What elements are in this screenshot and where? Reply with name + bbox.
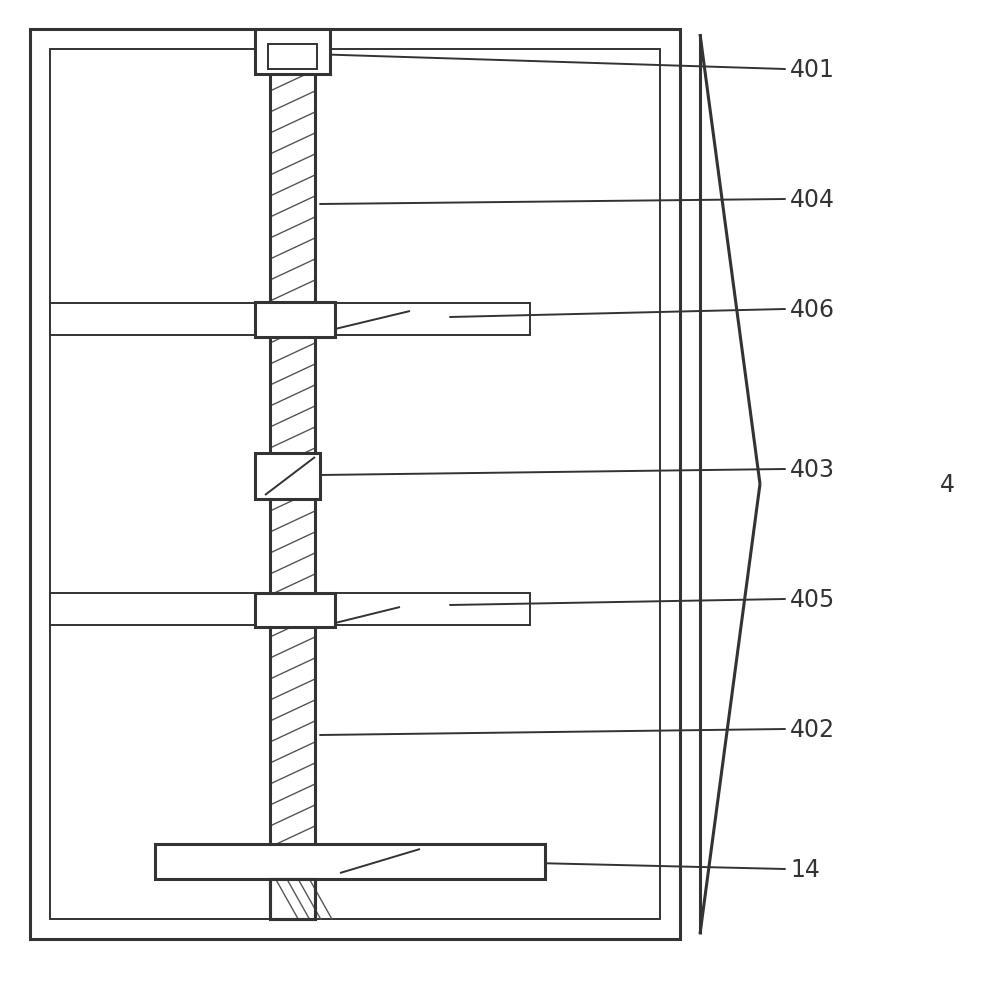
Bar xyxy=(50,304,265,335)
Bar xyxy=(270,880,315,919)
Text: 403: 403 xyxy=(790,458,835,481)
Bar xyxy=(50,594,265,625)
Bar xyxy=(50,50,660,919)
Bar xyxy=(268,45,317,70)
Text: 405: 405 xyxy=(790,588,835,611)
Bar xyxy=(270,50,315,889)
Bar xyxy=(320,304,530,335)
Bar xyxy=(270,880,315,919)
Text: 402: 402 xyxy=(790,717,835,741)
Bar xyxy=(320,594,530,625)
Bar xyxy=(255,454,320,500)
Text: 4: 4 xyxy=(940,472,955,497)
Text: 404: 404 xyxy=(790,187,835,212)
Bar xyxy=(270,50,315,889)
Bar xyxy=(255,303,335,337)
Bar xyxy=(30,30,680,939)
Text: 401: 401 xyxy=(790,58,835,82)
Bar xyxy=(255,594,335,627)
Text: 406: 406 xyxy=(790,298,835,321)
Bar xyxy=(155,844,545,880)
Bar xyxy=(255,30,330,75)
Text: 14: 14 xyxy=(790,857,820,881)
